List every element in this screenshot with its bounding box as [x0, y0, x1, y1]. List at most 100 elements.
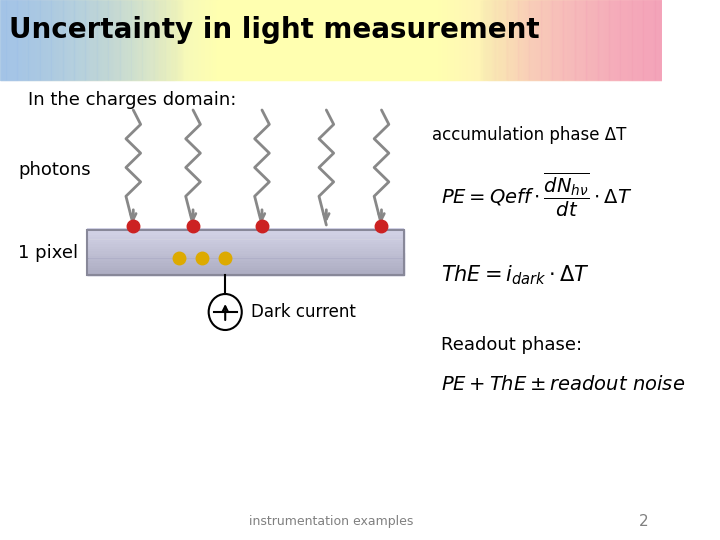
- Bar: [215, 0, 216, 80]
- Bar: [161, 0, 162, 80]
- Bar: [143, 0, 144, 80]
- Bar: [207, 0, 208, 80]
- Bar: [56, 0, 57, 80]
- Bar: [647, 0, 648, 80]
- Bar: [545, 0, 546, 80]
- Bar: [70, 0, 71, 80]
- Bar: [603, 0, 604, 80]
- Bar: [406, 0, 408, 80]
- Bar: [521, 0, 522, 80]
- Bar: [134, 0, 135, 80]
- Bar: [34, 0, 35, 80]
- Bar: [263, 0, 264, 80]
- Bar: [528, 0, 529, 80]
- Bar: [102, 0, 103, 80]
- Bar: [255, 0, 256, 80]
- Bar: [126, 0, 127, 80]
- Bar: [166, 0, 167, 80]
- Bar: [287, 0, 288, 80]
- Bar: [289, 0, 290, 80]
- Bar: [140, 0, 142, 80]
- Bar: [44, 0, 45, 80]
- Bar: [313, 0, 315, 80]
- Bar: [229, 0, 230, 80]
- Bar: [180, 0, 181, 80]
- Bar: [22, 0, 23, 80]
- Bar: [631, 0, 632, 80]
- Bar: [578, 0, 579, 80]
- Bar: [480, 0, 481, 80]
- Bar: [125, 0, 126, 80]
- Bar: [185, 0, 186, 80]
- Bar: [505, 0, 506, 80]
- Bar: [612, 0, 613, 80]
- Bar: [217, 0, 218, 80]
- Bar: [110, 0, 111, 80]
- Bar: [222, 0, 223, 80]
- Bar: [423, 0, 424, 80]
- Bar: [498, 0, 499, 80]
- Bar: [454, 0, 455, 80]
- Bar: [55, 0, 56, 80]
- Bar: [237, 0, 238, 80]
- Bar: [95, 0, 96, 80]
- Bar: [343, 0, 345, 80]
- Bar: [510, 0, 511, 80]
- Bar: [606, 0, 607, 80]
- Bar: [489, 0, 490, 80]
- Bar: [87, 242, 405, 244]
- Bar: [148, 0, 149, 80]
- Bar: [260, 0, 261, 80]
- Bar: [486, 0, 487, 80]
- Bar: [572, 0, 574, 80]
- Bar: [10, 0, 11, 80]
- Bar: [374, 0, 375, 80]
- Bar: [422, 0, 423, 80]
- Bar: [529, 0, 531, 80]
- Bar: [262, 0, 263, 80]
- Bar: [294, 0, 295, 80]
- Bar: [146, 0, 147, 80]
- Bar: [349, 0, 350, 80]
- Bar: [629, 0, 630, 80]
- Bar: [515, 0, 516, 80]
- Bar: [12, 0, 13, 80]
- Bar: [55, 0, 56, 80]
- Bar: [225, 0, 226, 80]
- Bar: [393, 0, 395, 80]
- Bar: [87, 233, 405, 235]
- Bar: [144, 0, 145, 80]
- Bar: [58, 0, 59, 80]
- Bar: [387, 0, 388, 80]
- Bar: [202, 0, 203, 80]
- Bar: [457, 0, 458, 80]
- Bar: [130, 0, 132, 80]
- Bar: [175, 0, 176, 80]
- Bar: [405, 0, 406, 80]
- Bar: [7, 0, 8, 80]
- Bar: [112, 0, 113, 80]
- Bar: [53, 0, 54, 80]
- Bar: [636, 0, 637, 80]
- Bar: [508, 0, 509, 80]
- Bar: [385, 0, 386, 80]
- Bar: [41, 0, 42, 80]
- Text: $PE = Qeff \cdot \dfrac{\overline{dN_{h\nu}}}{dt} \cdot \Delta T$: $PE = Qeff \cdot \dfrac{\overline{dN_{h\…: [441, 171, 633, 219]
- Bar: [135, 0, 136, 80]
- Bar: [626, 0, 627, 80]
- Bar: [568, 0, 569, 80]
- Bar: [250, 0, 251, 80]
- Text: instrumentation examples: instrumentation examples: [248, 516, 413, 529]
- Bar: [223, 0, 225, 80]
- Bar: [480, 0, 481, 80]
- Bar: [13, 0, 14, 80]
- Bar: [399, 0, 400, 80]
- Bar: [598, 0, 599, 80]
- Bar: [504, 0, 505, 80]
- Bar: [167, 0, 168, 80]
- Bar: [459, 0, 461, 80]
- Bar: [491, 0, 492, 80]
- Bar: [305, 0, 306, 80]
- Bar: [502, 0, 503, 80]
- Bar: [139, 0, 140, 80]
